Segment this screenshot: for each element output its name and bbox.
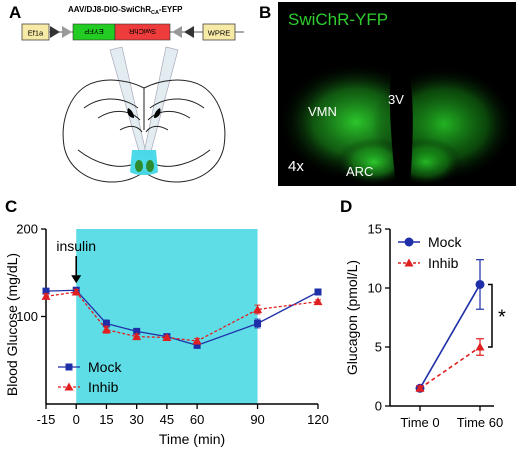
data-point-mock	[133, 327, 141, 335]
panel-a-letter: A	[9, 3, 22, 22]
x-axis-label: Time (min)	[159, 431, 225, 447]
insulin-annotation: insulin	[56, 238, 96, 254]
expression-site-left	[135, 160, 143, 172]
x-tick-label: 0	[73, 412, 80, 427]
swichr-label: SwiChR	[128, 27, 156, 36]
insulin-arrow-head	[71, 275, 82, 284]
x-tick-label: Time 0	[400, 415, 439, 430]
series-line-mock	[419, 284, 481, 389]
swichr-box	[114, 23, 171, 41]
data-point-mock	[193, 341, 201, 349]
eyfp-label: EYFP	[84, 27, 104, 36]
data-point-mock	[102, 320, 110, 327]
y-tick-label: 10	[368, 281, 382, 296]
panel-c: C 100 200 -15 0 15 30 45 60 90 120 Time (min) Blood…	[0, 192, 335, 453]
y-axis-label: Glucagon (pmol/L)	[344, 260, 360, 375]
series-line-inhib	[419, 346, 481, 389]
data-point-inhib	[71, 287, 81, 296]
panel-b: B	[259, 0, 520, 190]
ventricle-right	[154, 108, 161, 118]
x-tick-label: 120	[307, 412, 329, 427]
data-point-mock	[42, 287, 50, 295]
data-point-inhib	[162, 333, 172, 341]
promoter-box	[21, 23, 50, 41]
lox-site-left-1	[50, 26, 60, 38]
series-mock	[415, 259, 485, 393]
data-point-mock	[254, 320, 262, 327]
legend-marker	[404, 258, 414, 267]
y-tick-label: 200	[16, 222, 38, 237]
ventricle-left	[127, 108, 134, 118]
data-point-inhib	[132, 332, 142, 341]
data-point-mock	[314, 288, 322, 296]
micrograph-image: SwiChR-YFP VMN 3V 4x ARC	[278, 2, 516, 186]
label-vmn: VMN	[308, 104, 337, 119]
construct-title: AAV/DJ8-DIO-SwiChRCA-EYFP	[68, 5, 183, 16]
data-point-inhib	[415, 383, 425, 392]
y-tick-label: 15	[368, 222, 382, 237]
panel-c-letter: C	[5, 197, 18, 216]
data-point-inhib	[101, 325, 111, 334]
injection-pipette-right	[143, 46, 179, 156]
data-point-inhib	[313, 297, 323, 306]
glucose-chart: 100 200 -15 0 15 30 45 60 90 120 Time (min) Blood G…	[4, 222, 329, 448]
insulin-shaded-region	[76, 229, 258, 404]
micrograph-title: SwiChR-YFP	[288, 10, 389, 29]
panel-a: A AAV/DJ8-DIO-SwiChRCA-EYFP Ef1a EYFP Sw…	[0, 0, 262, 190]
data-point-inhib	[253, 305, 263, 313]
x-tick-label: Time 60	[457, 415, 503, 430]
legend: Mock Inhib	[398, 234, 462, 271]
series-line-mock	[45, 289, 319, 347]
legend-label: Mock	[88, 359, 122, 375]
lox-site-right-2	[184, 26, 194, 38]
legend-marker	[65, 363, 73, 371]
third-ventricle	[389, 68, 413, 186]
wpre-label: WPRE	[208, 29, 231, 38]
legend-label: Mock	[428, 234, 462, 250]
data-point-inhib	[192, 336, 202, 345]
lox-site-right-1	[172, 26, 182, 38]
x-tick-label: -15	[37, 412, 56, 427]
series-line-inhib	[45, 291, 319, 342]
panel-a-figure: AAV/DJ8-DIO-SwiChRCA-EYFP Ef1a EYFP SwiC…	[21, 5, 244, 183]
x-tick-label: 15	[99, 412, 113, 427]
x-tick-label: 45	[160, 412, 174, 427]
label-magnification: 4x	[288, 158, 304, 175]
legend: Mock Inhib	[58, 359, 122, 395]
wpre-box	[202, 23, 236, 41]
data-point-inhib	[41, 291, 51, 300]
series-inhib	[415, 338, 485, 392]
y-tick-label: 100	[16, 309, 38, 324]
panel-d: D 0 5 10 15 Time 0 Time 60 Glucagon (pmol/L) * M…	[336, 192, 520, 453]
injection-target-region	[130, 150, 158, 175]
expression-site-right	[146, 160, 154, 172]
legend-marker	[404, 237, 414, 247]
significance-marker: *	[498, 307, 506, 329]
legend-marker	[64, 382, 74, 391]
legend-label: Inhib	[428, 255, 459, 271]
injection-pipette-left	[109, 46, 147, 156]
data-point-inhib	[475, 342, 485, 351]
y-tick-label: 5	[375, 340, 382, 355]
y-axis-label: Blood Glucose (mg/dL)	[4, 253, 20, 396]
panel-b-letter: B	[259, 3, 272, 22]
x-tick-label: 30	[129, 412, 143, 427]
x-tick-label: 60	[190, 412, 204, 427]
series-inhib	[41, 287, 323, 345]
promoter-label: Ef1a	[28, 29, 44, 38]
data-point-mock	[475, 279, 485, 289]
glucagon-chart: 0 5 10 15 Time 0 Time 60 Glucagon (pmol/L) * Moc…	[344, 222, 506, 431]
x-tick-label: 90	[250, 412, 264, 427]
panel-d-letter: D	[340, 197, 353, 216]
y-tick-label: 0	[375, 399, 382, 414]
lox-site-left-2	[62, 26, 72, 38]
micrograph-svg	[278, 2, 516, 186]
label-arc: ARC	[346, 164, 374, 179]
label-3v: 3V	[388, 92, 404, 107]
significance-bracket	[488, 283, 493, 348]
legend-label: Inhib	[88, 379, 119, 395]
